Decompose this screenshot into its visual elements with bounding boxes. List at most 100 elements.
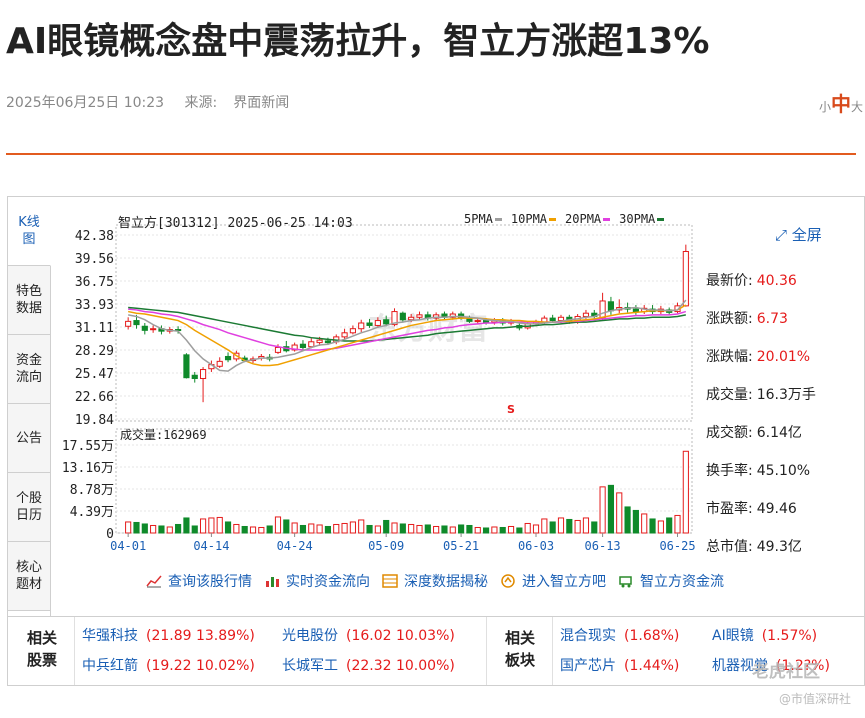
source-label: 来源:: [184, 95, 218, 111]
volume-bar: [316, 524, 323, 534]
stock-name[interactable]: 中兵红箭: [82, 658, 138, 674]
widget-link[interactable]: 进入智立方吧: [500, 571, 606, 591]
font-mid-button[interactable]: 中: [830, 92, 851, 116]
related-sector-item[interactable]: 混合现实 (1.68%): [560, 625, 679, 645]
tab-4[interactable]: 个股日历: [8, 473, 50, 542]
volume-bar: [233, 523, 240, 534]
candle-body: [366, 322, 373, 326]
hand-icon: [500, 574, 516, 588]
candle-body: [358, 322, 365, 330]
tab-1[interactable]: 特色数据: [8, 266, 50, 335]
related-stock-item[interactable]: 中兵红箭 (19.22 10.02%): [82, 655, 255, 675]
chart-title: 智立方[301312] 2025-06-25 14:03: [118, 216, 353, 231]
volume-bar: [433, 525, 440, 534]
stat-value: 16.3万手: [756, 387, 816, 403]
candle-body: [291, 344, 298, 351]
volume-bar: [208, 517, 215, 534]
volume-bar: [274, 516, 282, 534]
candle-body: [199, 369, 207, 380]
candle-body: [391, 311, 398, 326]
volume-bar: [424, 524, 431, 534]
stat-value: 20.01%: [756, 349, 811, 365]
related-stock-item[interactable]: 光电股份 (16.02 10.03%): [282, 625, 455, 645]
stat-row: 市盈率: 49.46: [706, 497, 865, 535]
related-stock-item[interactable]: 长城军工 (22.32 10.00%): [282, 655, 455, 675]
related-sector-item[interactable]: AI眼镜 (1.57%): [712, 625, 817, 645]
volume-bar: [516, 527, 523, 534]
tab-3[interactable]: 公告: [8, 404, 50, 473]
volume-bar: [557, 517, 565, 534]
volume-bar: [458, 524, 465, 534]
volume-bar: [283, 519, 290, 534]
volume-bar: [125, 521, 132, 534]
article-source[interactable]: 界面新闻: [233, 95, 290, 111]
kline-chart[interactable]: 42.38 39.56 36.75 33.93 31.11 28.29 25.47 22.66…: [8, 197, 698, 557]
tab-0[interactable]: K线图: [8, 197, 51, 266]
ma-legend-item: 5PMA: [464, 212, 511, 226]
tab-5[interactable]: 核心题材: [8, 542, 50, 611]
article-date: 2025年06月25日 10:23: [6, 95, 165, 111]
ma-legend-swatch: [549, 218, 557, 221]
volume-bar: [166, 526, 173, 534]
candle-body: [682, 250, 689, 307]
candle-body: [449, 313, 456, 318]
stock-name[interactable]: 光电股份: [282, 628, 338, 644]
date-tick-label: 06-13: [585, 539, 621, 553]
cart-icon: [618, 574, 634, 588]
volume-bar: [133, 521, 140, 534]
volume-bar: [632, 509, 639, 534]
volume-bar: [491, 526, 498, 534]
fullscreen-button[interactable]: ⤢ 全屏: [775, 224, 822, 245]
widget-link[interactable]: 深度数据揭秘: [382, 571, 488, 591]
stat-value: 6.73: [756, 311, 788, 327]
stock-name[interactable]: 长城军工: [282, 658, 338, 674]
volume-bar: [399, 523, 406, 534]
fullscreen-icon: ⤢: [775, 226, 788, 244]
tab-2[interactable]: 资金流向: [8, 335, 50, 404]
price-plot-frame: [115, 224, 693, 422]
volume-bar: [466, 524, 473, 534]
stock-quote: (22.32 10.00%): [346, 658, 455, 674]
widget-link-label: 智立方资金流: [640, 574, 724, 590]
sector-name[interactable]: 国产芯片: [560, 658, 616, 674]
widget-link[interactable]: 查询该股行情: [146, 571, 252, 591]
sector-name[interactable]: AI眼镜: [712, 628, 754, 644]
related-sector-item[interactable]: 国产芯片 (1.44%): [560, 655, 679, 675]
related-sector-item[interactable]: 机器视觉 (1.2?%): [712, 655, 830, 675]
volume-bar: [582, 517, 590, 534]
sector-name[interactable]: 机器视觉: [712, 658, 768, 674]
date-tick-label: 05-09: [368, 539, 404, 553]
price-tick-label: 28.29: [75, 344, 114, 359]
ma30-line: [128, 306, 686, 342]
volume-bar: [524, 522, 531, 534]
font-small-button[interactable]: 小: [818, 100, 831, 114]
stat-label: 涨跌额:: [706, 311, 753, 327]
volume-bar: [158, 525, 165, 534]
divider: [552, 617, 553, 685]
widget-link[interactable]: 实时资金流向: [264, 571, 370, 591]
stat-value: 40.36: [756, 273, 797, 289]
volume-bar: [416, 524, 423, 534]
price-tick-label: 33.93: [75, 298, 114, 313]
widget-link[interactable]: 智立方资金流: [618, 571, 724, 591]
font-large-button[interactable]: 大: [850, 100, 863, 114]
article-meta: 2025年06月25日 10:23 来源: 界面新闻: [6, 92, 305, 112]
stock-name[interactable]: 华强科技: [82, 628, 138, 644]
volume-bar: [324, 525, 332, 534]
volume-bar: [224, 521, 232, 534]
volume-bar: [366, 524, 373, 534]
widget-link-label: 深度数据揭秘: [404, 574, 488, 590]
volume-bar: [666, 517, 673, 534]
candle-body: [341, 332, 348, 338]
price-tick-label: 31.11: [75, 321, 114, 336]
candle-body: [374, 320, 381, 326]
candle-body: [125, 320, 132, 327]
sector-name[interactable]: 混合现实: [560, 628, 616, 644]
volume-bar: [532, 524, 540, 534]
candle-body: [274, 346, 282, 353]
volume-bar: [216, 516, 223, 534]
volume-tick-label: 8.78万: [70, 483, 114, 498]
date-tick-label: 04-24: [277, 539, 313, 553]
line-chart-icon: [146, 574, 162, 588]
related-stock-item[interactable]: 华强科技 (21.89 13.89%): [82, 625, 255, 645]
